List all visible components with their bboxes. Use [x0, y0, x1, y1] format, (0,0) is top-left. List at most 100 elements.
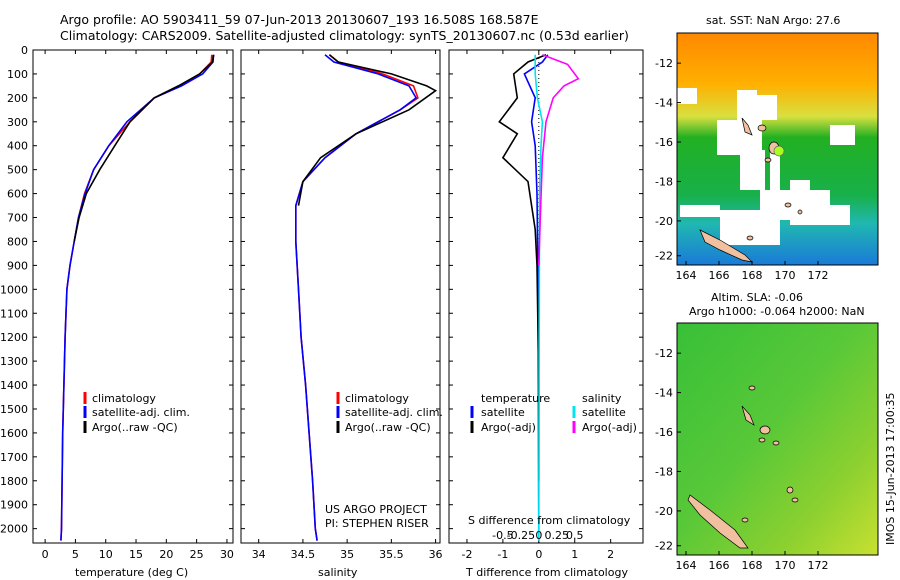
- legend-label-satellite: satellite-adj. clim.: [92, 406, 190, 419]
- legend-title-salinity: salinity: [582, 392, 622, 405]
- series-line-argo-raw-qc-: [297, 54, 438, 206]
- x-tick-label: 0: [42, 548, 49, 561]
- sla-islands: [687, 385, 799, 549]
- pi-note: PI: STEPHEN RISER: [325, 517, 429, 530]
- lon-tick-label: 170: [775, 559, 796, 572]
- legend-label-satellite: satellite-adj. clim.: [345, 406, 443, 419]
- depth-tick-label: 1800: [0, 475, 28, 488]
- series-line-temperature-satellite: [523, 54, 549, 541]
- depth-tick-label: 800: [7, 235, 28, 248]
- s-tick-label: 0.5: [566, 529, 584, 542]
- lon-tick-label: 172: [808, 559, 829, 572]
- temperature-legend: climatology satellite-adj. clim. Argo(..…: [83, 392, 190, 434]
- series-line-argo-raw-qc-: [73, 54, 215, 242]
- plot-title-line1: Argo profile: AO 5903411_59 07-Jun-2013 …: [60, 12, 539, 27]
- lat-tick-label: -16: [655, 426, 673, 439]
- lat-tick-label: -12: [655, 57, 673, 70]
- lat-tick-label: -14: [655, 387, 673, 400]
- legend-label-t-argo: Argo(-adj): [481, 421, 536, 434]
- difference-panel: [448, 49, 644, 544]
- plot-title-line2: Climatology: CARS2009. Satellite-adjuste…: [60, 28, 629, 43]
- salinity-panel: [240, 49, 441, 544]
- x-tick-label: 15: [129, 548, 143, 561]
- lon-tick-label: 164: [676, 559, 697, 572]
- salinity-xlabel: salinity: [318, 566, 358, 579]
- series-line-satellite-adj-clim-: [295, 54, 418, 541]
- depth-tick-label: 1000: [0, 283, 28, 296]
- s-difference-label: S difference from climatology: [468, 514, 631, 527]
- depth-tick-label: 100: [7, 68, 28, 81]
- argo-float-marker: [773, 145, 785, 157]
- legend-label-climatology: climatology: [345, 392, 409, 405]
- sla-map-frame: [676, 322, 879, 556]
- salinity-legend: climatology satellite-adj. clim. Argo(..…: [325, 392, 443, 530]
- lon-tick-label: 166: [709, 559, 730, 572]
- depth-tick-label: 500: [7, 164, 28, 177]
- x-tick-label: 25: [190, 548, 204, 561]
- lon-tick-label: 172: [808, 269, 829, 282]
- lon-tick-label: 164: [676, 269, 697, 282]
- sla-map-title2: Argo h1000: -0.064 h2000: NaN: [689, 305, 865, 318]
- depth-tick-label: 1400: [0, 379, 28, 392]
- lon-tick-label: 168: [742, 269, 763, 282]
- imos-timestamp: IMOS 15-Jun-2013 17:00:35: [884, 392, 897, 545]
- legend-label-t-satellite: satellite: [481, 406, 525, 419]
- depth-tick-label: 1900: [0, 499, 28, 512]
- depth-tick-label: 1700: [0, 451, 28, 464]
- depth-tick-label: 1300: [0, 355, 28, 368]
- profile-curves: [60, 54, 580, 541]
- series-line-salinity-argo-adj-: [538, 54, 580, 266]
- x-tick-label: 34: [252, 548, 266, 561]
- depth-tick-label: 400: [7, 140, 28, 153]
- difference-legend: temperature salinity satellite Argo(-adj…: [470, 392, 637, 434]
- x-tick-label: 30: [220, 548, 234, 561]
- x-tick-label: 10: [99, 548, 113, 561]
- legend-label-s-satellite: satellite: [582, 406, 626, 419]
- lat-tick-label: -18: [655, 175, 673, 188]
- x-tick-label: 35: [340, 548, 354, 561]
- lat-tick-label: -18: [655, 465, 673, 478]
- series-line-temperature-argo-adj-: [498, 54, 547, 481]
- depth-axis: 0 100 200 300 400 500 600 700 800 900 1000 1100 1200…: [0, 44, 643, 536]
- x-tick-label: 36: [429, 548, 443, 561]
- legend-label-climatology: climatology: [92, 392, 156, 405]
- x-tick-label: 1: [571, 548, 578, 561]
- lat-tick-label: -14: [655, 97, 673, 110]
- temperature-xlabel: temperature (deg C): [75, 566, 188, 579]
- x-tick-label: 0: [535, 548, 542, 561]
- sst-map-frame: [676, 32, 879, 266]
- lat-tick-label: -20: [655, 215, 673, 228]
- depth-tick-label: 1100: [0, 307, 28, 320]
- legend-label-s-argo: Argo(-adj): [582, 421, 637, 434]
- x-tick-label: 2: [607, 548, 614, 561]
- depth-tick-label: 600: [7, 188, 28, 201]
- depth-tick-label: 1500: [0, 403, 28, 416]
- s-tick-label: 0.25: [545, 529, 570, 542]
- depth-tick-label: 200: [7, 92, 28, 105]
- s-difference-axis: -0.5-0.25 0 0.250.5: [492, 529, 583, 542]
- sst-islands: [699, 117, 803, 263]
- legend-title-temperature: temperature: [481, 392, 550, 405]
- x-tick-label: 35.5: [379, 548, 404, 561]
- s-tick-label: 0: [535, 529, 542, 542]
- s-tick-label: -0.25: [507, 529, 535, 542]
- lon-tick-label: 170: [775, 269, 796, 282]
- depth-tick-label: 0: [21, 44, 28, 57]
- x-axes: 0 5 10 15 20 25 30 34 34.5 35 35.5 36 -2 -1 0 1 2: [42, 50, 614, 561]
- depth-tick-label: 1600: [0, 427, 28, 440]
- difference-xlabel: T difference from climatology: [465, 566, 628, 579]
- legend-label-argo: Argo(..raw -QC): [92, 421, 178, 434]
- sla-map: [676, 322, 879, 556]
- x-tick-label: 20: [159, 548, 173, 561]
- sla-map-title1: Altim. SLA: -0.06: [711, 291, 803, 304]
- depth-tick-label: 1200: [0, 331, 28, 344]
- lat-tick-label: -16: [655, 136, 673, 149]
- x-tick-label: -2: [461, 548, 472, 561]
- sst-map: [676, 32, 879, 266]
- x-tick-label: 5: [72, 548, 79, 561]
- depth-tick-label: 300: [7, 116, 28, 129]
- lat-tick-label: -22: [655, 250, 673, 263]
